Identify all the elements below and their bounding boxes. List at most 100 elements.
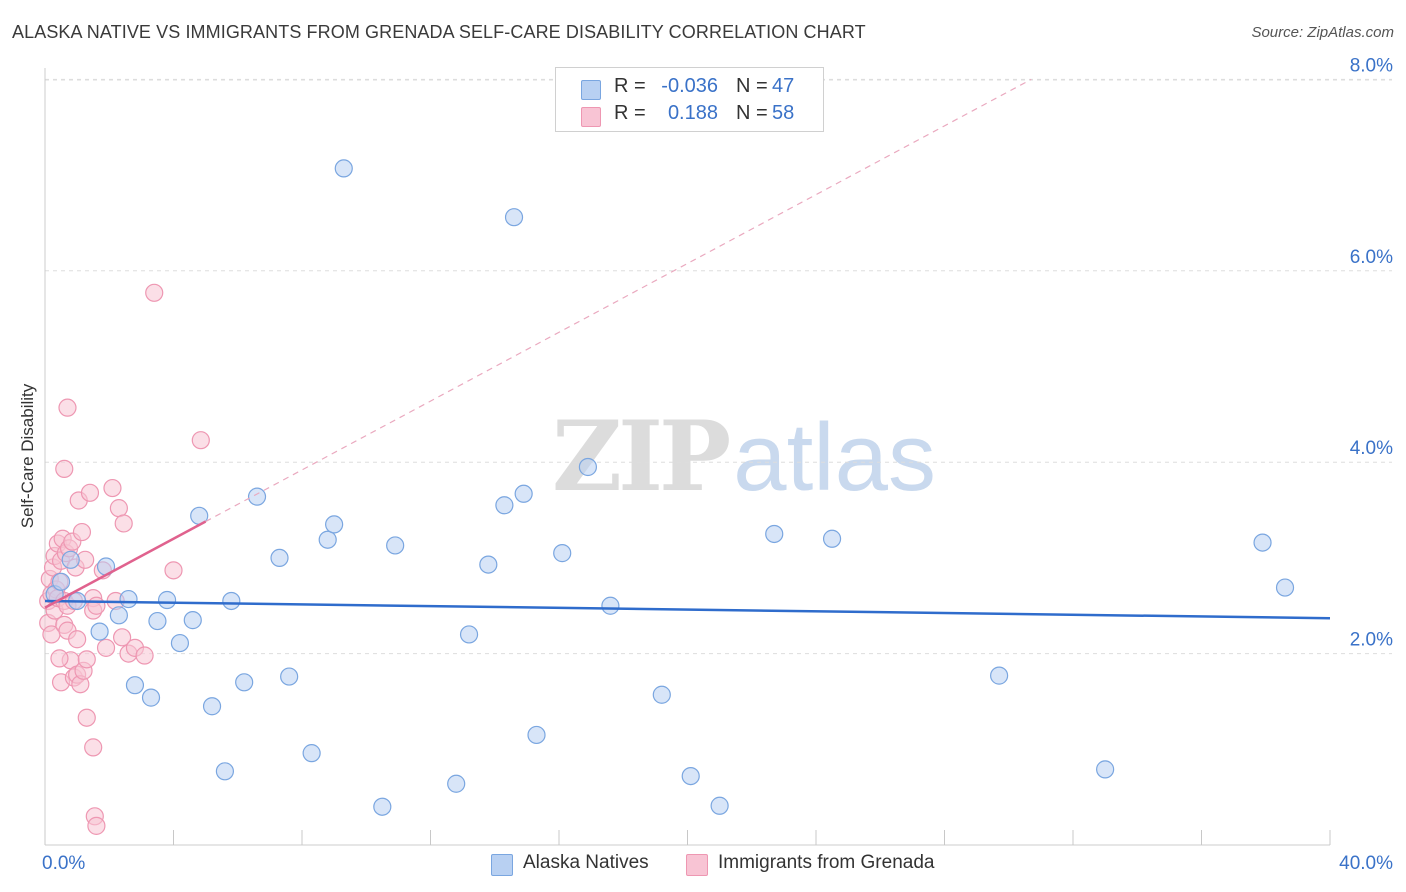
n-value: 47	[772, 75, 795, 97]
grenada-legend-swatch	[686, 854, 708, 876]
chart-title: ALASKA NATIVE VS IMMIGRANTS FROM GRENADA…	[12, 22, 866, 42]
r-label: R =	[614, 75, 646, 97]
alaska-point	[681, 766, 700, 786]
alaska-point	[51, 572, 71, 591]
alaska-point	[148, 611, 167, 631]
alaska-point	[386, 536, 405, 555]
alaska-point	[514, 484, 533, 503]
axes	[44, 68, 1331, 846]
alaska-point	[990, 666, 1009, 685]
series-alaska-points	[45, 159, 1295, 816]
alaska-point	[61, 550, 80, 569]
grenada-trend-line	[44, 520, 207, 609]
watermark-atlas: atlas	[733, 404, 936, 511]
grenada-point	[135, 646, 154, 665]
legend-row-alaska: R = -0.036 N = 47	[556, 75, 823, 101]
grenada-legend-label: Immigrants from Grenada	[718, 852, 935, 873]
alaska-point	[527, 725, 546, 745]
correlation-legend: R = -0.036 N = 47 R = 0.188 N = 58	[555, 67, 824, 132]
alaska-point	[447, 774, 466, 793]
alaska-point	[235, 673, 254, 692]
alaska-point	[1275, 578, 1295, 597]
alaska-point	[373, 797, 392, 816]
grenada-point	[77, 650, 96, 669]
alaska-point	[1253, 533, 1272, 552]
grenada-point	[87, 596, 106, 615]
grenada-point	[96, 638, 116, 657]
grid-lines	[45, 78, 1392, 655]
grenada-point	[109, 499, 128, 518]
alaska-point	[495, 496, 514, 515]
grenada-trend-extension	[205, 78, 1032, 523]
alaska-point	[325, 515, 344, 534]
r-value: -0.036	[661, 75, 718, 97]
grenada-point	[87, 816, 106, 835]
alaska-point	[119, 589, 138, 609]
alaska-trend-line	[44, 599, 1331, 620]
grenada-point	[164, 561, 183, 580]
alaska-point	[170, 633, 190, 653]
alaska-point	[1096, 760, 1115, 779]
alaska-point	[183, 611, 202, 630]
grenada-point	[80, 483, 100, 502]
alaska-point	[765, 524, 784, 544]
alaska-point	[601, 596, 620, 615]
grenada-point	[55, 459, 74, 478]
x-tick-label: 0.0%	[42, 853, 85, 874]
series-grenada-points	[39, 283, 210, 835]
grenada-point	[145, 283, 164, 302]
alaska-point	[215, 762, 234, 781]
alaska-point	[318, 530, 337, 549]
alaska-point	[822, 529, 842, 548]
alaska-point	[270, 548, 289, 568]
grenada-point	[114, 514, 133, 533]
alaska-point	[222, 591, 241, 611]
grenada-swatch	[581, 107, 601, 127]
alaska-point	[157, 590, 177, 610]
n-value: 58	[772, 102, 795, 124]
watermark: ZIPatlas	[552, 400, 936, 513]
y-axis-label: Self-Care Disability	[18, 383, 37, 529]
alaska-point	[90, 622, 109, 641]
alaska-point	[280, 667, 299, 686]
grenada-point	[72, 522, 92, 542]
alaska-swatch	[581, 80, 601, 100]
y-tick-label: 4.0%	[1350, 438, 1393, 459]
grenada-point	[112, 628, 132, 647]
n-label: N =	[736, 102, 768, 124]
alaska-point	[247, 487, 267, 506]
y-tick-label: 6.0%	[1350, 247, 1393, 268]
alaska-point	[710, 796, 729, 815]
series-legend: Alaska Natives Immigrants from Grenada	[0, 851, 1406, 879]
legend-row-grenada: R = 0.188 N = 58	[556, 102, 823, 128]
alaska-point	[578, 457, 598, 477]
alaska-legend-swatch	[491, 854, 513, 876]
tick-labels: 2.0% 4.0% 6.0% 8.0% 0.0% 40.0%	[42, 55, 1393, 874]
x-tick-label: 40.0%	[1339, 853, 1393, 874]
r-label: R =	[614, 102, 646, 124]
grenada-point	[77, 708, 96, 727]
grenada-point	[50, 649, 69, 668]
alaska-legend-label: Alaska Natives	[523, 852, 649, 873]
alaska-point	[504, 208, 524, 227]
trend-lines	[44, 78, 1331, 620]
alaska-point	[141, 688, 161, 707]
alaska-point	[479, 555, 498, 574]
grenada-point	[84, 738, 103, 757]
grenada-point	[58, 398, 77, 417]
r-value: 0.188	[667, 102, 718, 124]
alaska-point	[202, 697, 222, 716]
alaska-point	[652, 685, 671, 704]
grenada-point	[68, 630, 87, 649]
alaska-point	[459, 625, 479, 644]
n-label: N =	[736, 75, 768, 97]
grenada-point	[191, 431, 210, 450]
watermark-zip: ZIP	[552, 400, 731, 513]
alaska-point	[109, 606, 128, 625]
alaska-point	[334, 159, 353, 178]
y-tick-label: 2.0%	[1350, 630, 1393, 651]
alaska-point	[302, 744, 321, 763]
alaska-point	[553, 544, 572, 563]
y-tick-label: 8.0%	[1350, 55, 1393, 76]
